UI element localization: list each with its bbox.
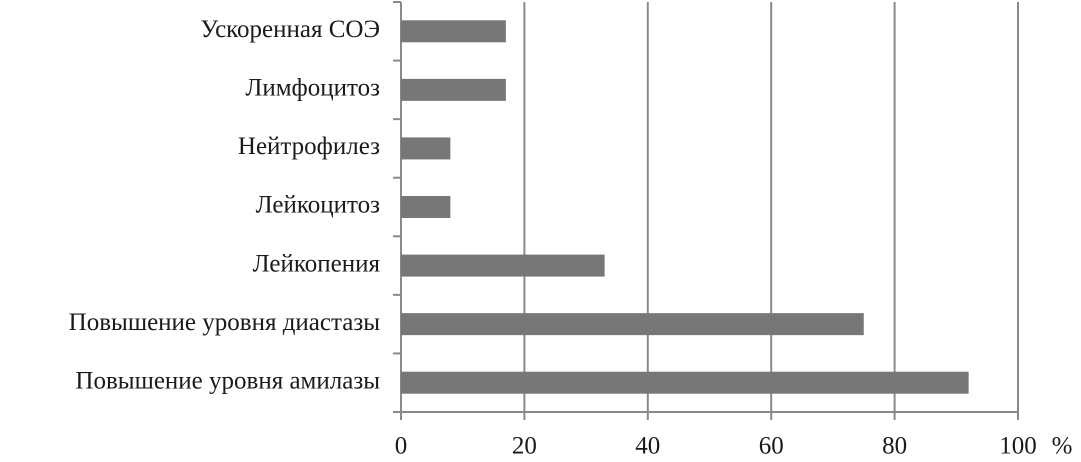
y-tick-label: Лейкопения [253, 250, 381, 277]
x-tick-label: 60 [759, 433, 784, 460]
y-tick-label: Лимфоцитоз [245, 75, 380, 102]
y-tick-label: Повышение уровня диастазы [69, 309, 381, 336]
x-tick-label: 40 [635, 433, 660, 460]
y-tick-label: Нейтрофилез [238, 133, 380, 160]
bar [401, 20, 506, 43]
x-tick-label: 0 [395, 433, 408, 460]
bar [401, 137, 451, 160]
bar [401, 371, 969, 394]
bar [401, 313, 864, 336]
bar [401, 196, 451, 218]
bar [401, 78, 506, 101]
x-tick-label: 20 [512, 433, 537, 460]
bar [401, 254, 605, 277]
x-axis-label: % [1052, 433, 1073, 460]
x-tick-label: 80 [882, 433, 907, 460]
y-tick-label: Лейкоцитоз [256, 192, 380, 219]
y-tick-label: Ускоренная СОЭ [200, 16, 380, 43]
y-tick-label: Повышение уровня амилазы [75, 367, 380, 394]
x-tick-label: 100 [999, 433, 1037, 460]
